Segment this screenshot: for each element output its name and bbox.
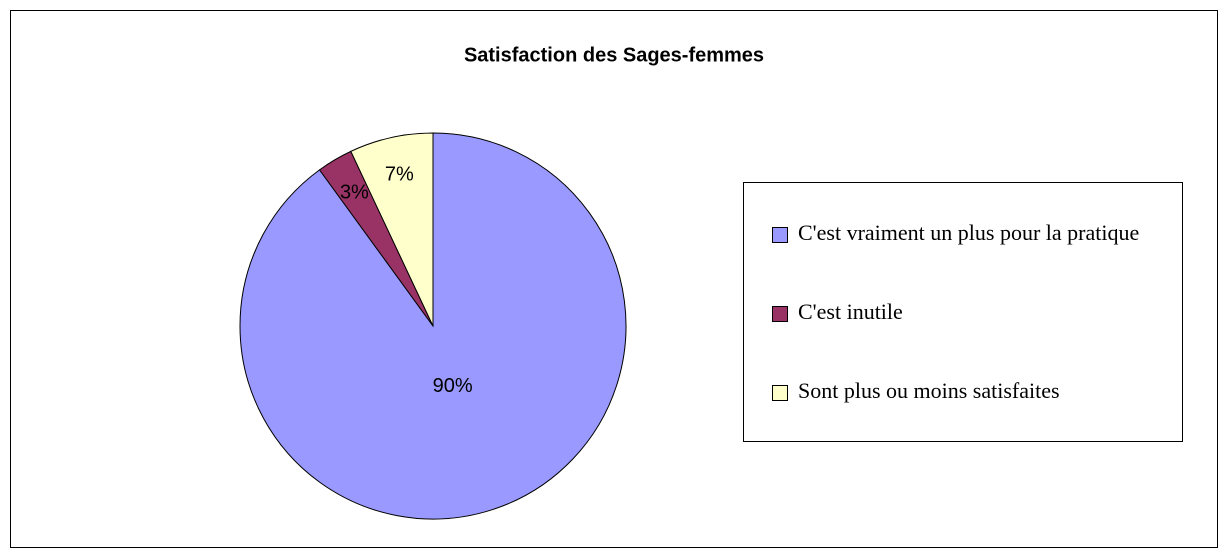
pie-slice <box>350 132 434 327</box>
chart-frame <box>10 10 1218 548</box>
legend-item: C'est inutile <box>772 294 1172 330</box>
data-label: 90% <box>433 375 473 397</box>
legend-item: Sont plus ou moins satisfaites <box>772 373 1172 409</box>
legend-swatch <box>772 226 788 243</box>
data-label: 3% <box>340 181 369 203</box>
legend-label: Sont plus ou moins satisfaites <box>798 378 1060 404</box>
legend-item: C'est vraiment un plus pour la pratique <box>772 215 1172 251</box>
data-label: 7% <box>385 164 414 186</box>
legend-swatch <box>772 385 788 402</box>
legend: C'est vraiment un plus pour la pratique C… <box>743 182 1183 442</box>
legend-swatch <box>772 305 788 322</box>
legend-label: C'est inutile <box>798 298 903 324</box>
chart-title: Satisfaction des Sages-femmes <box>464 44 764 66</box>
legend-label: C'est vraiment un plus pour la pratique <box>798 219 1140 245</box>
